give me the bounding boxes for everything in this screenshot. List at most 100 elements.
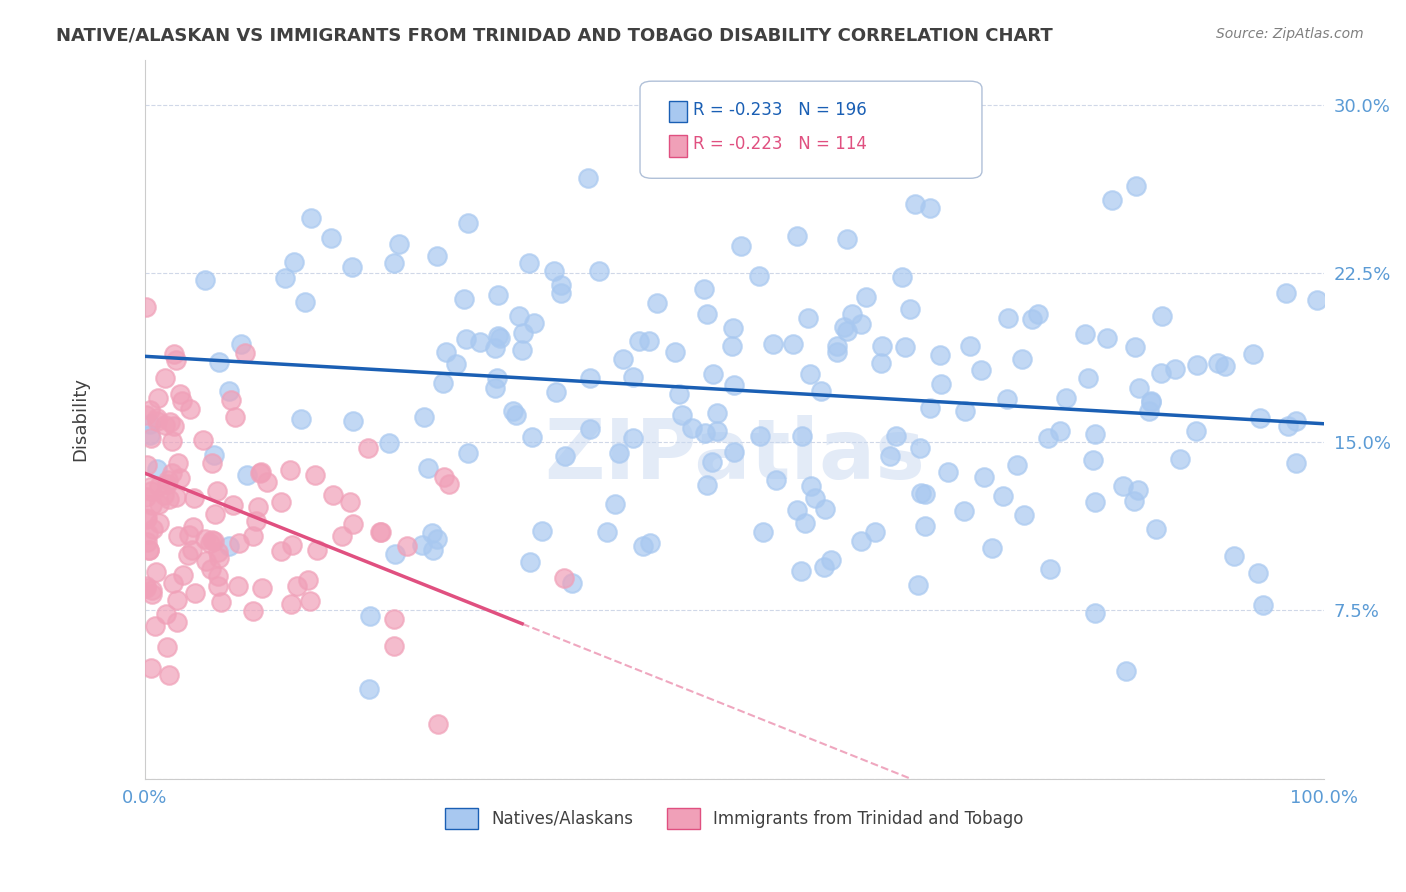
Point [995,392,1018,406]
Point [863,524,886,539]
Point [1168,452,1191,467]
Point [208,355,231,369]
Point [270,543,292,558]
Point [157,668,180,682]
Point [561,576,583,591]
Point [1011,351,1033,366]
Point [799,479,821,493]
Point [242,528,264,542]
Point [579,422,602,436]
Point [357,442,380,456]
Point [1077,371,1099,385]
Point [155,371,177,385]
Point [135,581,157,595]
Point [166,615,188,629]
Point [280,598,302,612]
Point [786,229,808,244]
Point [782,337,804,351]
Point [588,264,610,278]
Point [904,197,927,211]
Point [748,269,770,284]
Point [1039,562,1062,576]
Point [1128,381,1150,395]
Point [612,352,634,367]
Point [1049,425,1071,439]
Point [1081,452,1104,467]
Point [194,273,217,287]
Point [322,488,344,502]
Point [200,562,222,576]
Point [242,604,264,618]
Point [136,534,159,549]
Point [229,337,252,351]
Point [304,468,326,483]
Point [914,519,936,533]
Point [416,460,439,475]
Point [681,421,703,435]
Point [621,370,644,384]
Point [135,458,157,472]
Point [139,403,162,417]
Point [765,473,787,487]
Point [918,201,941,215]
Text: R = -0.223   N = 114: R = -0.223 N = 114 [693,136,868,153]
Point [169,386,191,401]
Point [837,324,859,338]
Point [576,170,599,185]
Point [426,716,449,731]
Point [792,429,814,443]
Point [894,340,917,354]
Point [929,348,952,362]
Point [1139,395,1161,409]
Point [645,296,668,310]
Point [1074,326,1097,341]
Point [716,151,738,165]
Point [910,485,932,500]
Point [433,469,456,483]
Point [183,519,205,533]
Point [218,384,240,398]
Point [900,301,922,316]
Point [721,339,744,353]
Point [804,491,827,505]
Point [633,539,655,553]
Point [508,310,530,324]
Point [929,377,952,392]
Point [810,384,832,398]
Point [723,377,745,392]
Point [382,639,405,653]
Point [793,516,815,530]
Point [181,542,204,557]
Point [135,490,157,504]
Point [825,345,848,359]
Point [294,295,316,310]
Point [457,216,479,230]
Point [1097,330,1119,344]
Point [488,331,510,345]
Point [226,579,249,593]
Point [139,480,162,494]
Point [135,578,157,592]
Point [1021,312,1043,326]
Point [382,256,405,270]
Point [723,320,745,334]
Point [177,528,200,542]
Point [1150,366,1173,380]
Point [153,488,176,502]
Point [432,376,454,391]
Point [1115,664,1137,678]
Point [1125,179,1147,194]
Point [1206,356,1229,370]
Point [157,473,180,487]
Point [250,581,273,595]
Point [148,479,170,493]
Point [146,414,169,428]
Point [484,381,506,395]
Point [607,446,630,460]
Point [330,529,353,543]
Point [142,522,165,536]
Point [696,477,718,491]
Point [384,547,406,561]
Point [169,471,191,485]
Point [359,608,381,623]
